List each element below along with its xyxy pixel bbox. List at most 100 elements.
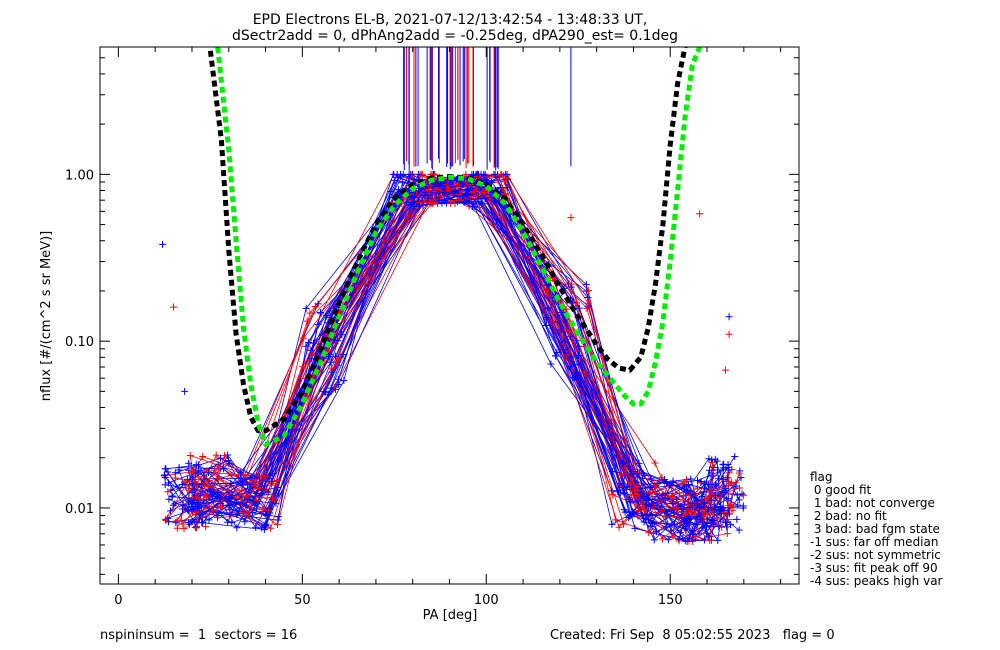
data-point	[710, 472, 718, 480]
data-point	[620, 520, 628, 528]
flag-legend-item: 2 bad: no fit	[810, 509, 887, 523]
data-point	[574, 352, 582, 360]
data-point	[262, 487, 270, 495]
data-point	[547, 360, 555, 368]
data-point	[216, 454, 224, 462]
data-point	[239, 480, 247, 488]
data-point	[630, 467, 638, 475]
data-point	[617, 489, 625, 497]
data-point	[261, 472, 269, 480]
data-point	[499, 185, 507, 193]
data-point	[175, 464, 183, 472]
data-point	[201, 490, 209, 498]
data-point	[161, 474, 169, 482]
data-point	[722, 485, 730, 493]
data-point	[188, 506, 196, 514]
data-point	[671, 520, 679, 528]
data-point	[264, 488, 272, 496]
data-point	[181, 387, 189, 395]
data-point	[635, 459, 643, 467]
data-point	[192, 461, 200, 469]
flag-legend-header: flag	[810, 470, 833, 484]
data-point	[708, 463, 716, 471]
data-point	[186, 451, 194, 459]
data-point	[269, 470, 277, 478]
data-point	[663, 523, 671, 531]
data-point	[702, 529, 710, 537]
data-point	[612, 516, 620, 524]
data-point	[328, 368, 336, 376]
data-point	[544, 304, 552, 312]
data-point	[698, 492, 706, 500]
data-point	[662, 495, 670, 503]
data-point	[248, 509, 256, 517]
data-point	[184, 507, 192, 515]
data-point	[415, 198, 423, 206]
data-point	[228, 492, 236, 500]
data-point	[662, 479, 670, 487]
data-point	[261, 482, 269, 490]
chart-title-line-2: dSectr2add = 0, dPhAng2add = -0.25deg, d…	[232, 28, 678, 44]
x-axis: 0 50 100 150	[114, 47, 782, 608]
data-point	[706, 466, 714, 474]
data-point	[327, 358, 335, 366]
data-point	[654, 479, 662, 487]
data-point	[274, 516, 282, 524]
data-point	[650, 502, 658, 510]
data-point	[194, 499, 202, 507]
data-point	[247, 504, 255, 512]
data-point	[729, 481, 737, 489]
data-point	[658, 506, 666, 514]
data-point	[227, 480, 235, 488]
data-point	[569, 374, 577, 382]
data-point	[488, 178, 496, 186]
data-point	[566, 329, 574, 337]
data-point	[553, 318, 561, 326]
data-point	[714, 536, 722, 544]
data-point	[667, 527, 675, 535]
data-point	[320, 388, 328, 396]
data-point	[686, 514, 694, 522]
data-point	[271, 496, 279, 504]
data-point	[481, 194, 489, 202]
data-point	[202, 523, 210, 531]
data-point	[583, 304, 591, 312]
data-point	[661, 475, 669, 483]
data-point	[309, 339, 317, 347]
data-point	[399, 179, 407, 187]
distribution-line	[168, 181, 721, 540]
x-tick-label: 100	[474, 593, 499, 608]
data-point	[189, 473, 197, 481]
data-point	[387, 187, 395, 195]
data-point	[651, 459, 659, 467]
data-point	[562, 305, 570, 313]
data-point	[421, 191, 429, 199]
data-point	[302, 304, 310, 312]
data-point	[425, 190, 433, 198]
data-point	[542, 314, 550, 322]
data-point	[580, 369, 588, 377]
data-point	[672, 504, 680, 512]
data-point	[686, 503, 694, 511]
data-point	[322, 312, 330, 320]
flag-legend-item: 0 good fit	[810, 483, 872, 497]
data-point	[639, 493, 647, 501]
data-point	[334, 362, 342, 370]
data-point	[435, 194, 443, 202]
data-point	[715, 475, 723, 483]
data-point	[680, 479, 688, 487]
data-point	[446, 181, 454, 189]
data-point	[715, 523, 723, 531]
data-point	[576, 360, 584, 368]
data-point	[615, 523, 623, 531]
data-point	[566, 354, 574, 362]
data-point	[305, 338, 313, 346]
distribution-line	[170, 173, 736, 521]
data-point	[428, 200, 436, 208]
data-point	[207, 488, 215, 496]
data-point	[464, 185, 472, 193]
data-point	[734, 501, 742, 509]
data-point	[634, 512, 642, 520]
data-point	[244, 511, 252, 519]
data-point	[560, 346, 568, 354]
